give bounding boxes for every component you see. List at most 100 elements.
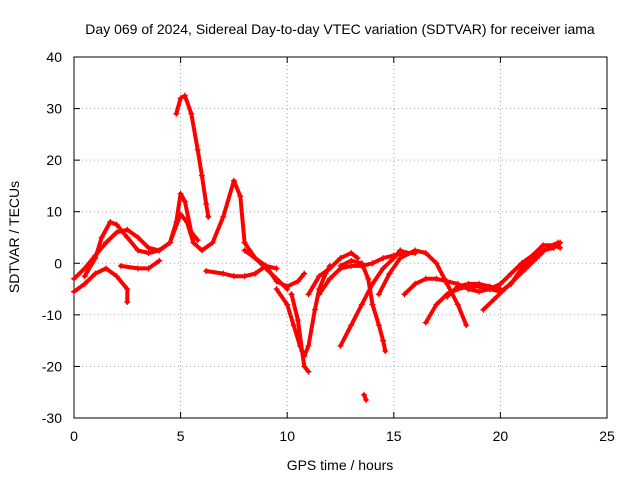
data-point bbox=[311, 306, 318, 313]
series-arc-b bbox=[71, 265, 131, 305]
series-arc-e bbox=[117, 257, 163, 272]
data-point bbox=[501, 286, 508, 293]
data-point bbox=[117, 262, 124, 269]
data-point bbox=[252, 270, 259, 277]
data-point bbox=[156, 257, 163, 264]
data-point bbox=[337, 342, 344, 349]
data-point bbox=[354, 255, 361, 262]
data-point bbox=[294, 278, 301, 285]
data-point bbox=[194, 146, 201, 153]
data-point bbox=[237, 193, 244, 200]
data-point bbox=[198, 247, 205, 254]
data-point bbox=[518, 260, 525, 267]
data-point bbox=[365, 275, 372, 282]
series-line bbox=[118, 258, 162, 271]
data-point bbox=[124, 226, 131, 233]
data-point bbox=[422, 249, 429, 256]
data-point bbox=[305, 342, 312, 349]
data-point bbox=[433, 260, 440, 267]
data-point bbox=[203, 268, 210, 275]
data-point bbox=[382, 347, 389, 354]
data-point bbox=[166, 239, 173, 246]
data-point bbox=[230, 177, 237, 184]
data-point bbox=[412, 280, 419, 287]
data-point bbox=[454, 301, 461, 308]
data-point bbox=[134, 247, 141, 254]
data-point bbox=[134, 265, 141, 272]
data-point bbox=[177, 190, 184, 197]
data-point bbox=[301, 270, 308, 277]
plot-frame bbox=[73, 56, 608, 419]
data-point bbox=[98, 234, 105, 241]
data-point bbox=[358, 260, 365, 267]
data-point bbox=[544, 244, 551, 251]
data-point bbox=[273, 278, 280, 285]
data-point bbox=[497, 280, 504, 287]
series-arc-j bbox=[305, 249, 361, 298]
data-point bbox=[390, 255, 397, 262]
y-tick-label: 20 bbox=[46, 152, 62, 168]
x-tick-label: 0 bbox=[70, 428, 78, 444]
data-point bbox=[220, 270, 227, 277]
data-point bbox=[465, 280, 472, 287]
data-point bbox=[491, 296, 498, 303]
data-point bbox=[380, 265, 387, 272]
data-point bbox=[113, 229, 120, 236]
data-point bbox=[486, 283, 493, 290]
y-tick-label: -10 bbox=[42, 307, 62, 323]
data-point bbox=[173, 110, 180, 117]
series-arc-d bbox=[173, 92, 212, 220]
data-point bbox=[316, 291, 323, 298]
y-tick-label: 30 bbox=[46, 101, 62, 117]
data-point bbox=[348, 257, 355, 264]
data-point bbox=[412, 247, 419, 254]
grid bbox=[74, 57, 607, 418]
data-point bbox=[71, 275, 77, 282]
series-arc-s bbox=[480, 239, 561, 313]
series-arc-i bbox=[288, 291, 312, 375]
data-point bbox=[422, 275, 429, 282]
data-point bbox=[305, 368, 312, 375]
series-line bbox=[274, 263, 332, 359]
data-point bbox=[476, 280, 483, 287]
data-point bbox=[369, 260, 376, 267]
x-tick-label: 5 bbox=[177, 428, 185, 444]
data-point bbox=[375, 322, 382, 329]
data-point bbox=[188, 110, 195, 117]
data-point bbox=[348, 322, 355, 329]
data-point bbox=[262, 262, 269, 269]
data-point bbox=[401, 291, 408, 298]
series-line bbox=[306, 251, 360, 297]
data-point bbox=[375, 291, 382, 298]
data-point bbox=[433, 301, 440, 308]
data-point bbox=[294, 317, 301, 324]
y-tick-label: 10 bbox=[46, 204, 62, 220]
data-point bbox=[386, 270, 393, 277]
data-point bbox=[540, 242, 547, 249]
data-point bbox=[241, 247, 248, 254]
data-point bbox=[177, 211, 184, 218]
data-point bbox=[358, 301, 365, 308]
series-arc-l bbox=[337, 247, 410, 349]
data-point bbox=[113, 221, 120, 228]
series-arc-o bbox=[375, 247, 470, 329]
data-point bbox=[81, 280, 88, 287]
data-point bbox=[360, 391, 367, 398]
chart-title: Day 069 of 2024, Sidereal Day-to-day VTE… bbox=[85, 21, 595, 37]
data-point bbox=[145, 249, 152, 256]
data-point bbox=[522, 265, 529, 272]
data-point bbox=[209, 239, 216, 246]
data-point bbox=[480, 306, 487, 313]
data-point bbox=[81, 273, 88, 280]
data-point bbox=[301, 363, 308, 370]
data-point bbox=[348, 249, 355, 256]
data-point bbox=[181, 92, 188, 99]
data-point bbox=[380, 337, 387, 344]
data-point bbox=[198, 172, 205, 179]
data-point bbox=[241, 273, 248, 280]
x-tick-label: 10 bbox=[279, 428, 295, 444]
data-point bbox=[557, 244, 564, 251]
series-line bbox=[481, 240, 560, 312]
data-point bbox=[363, 396, 370, 403]
